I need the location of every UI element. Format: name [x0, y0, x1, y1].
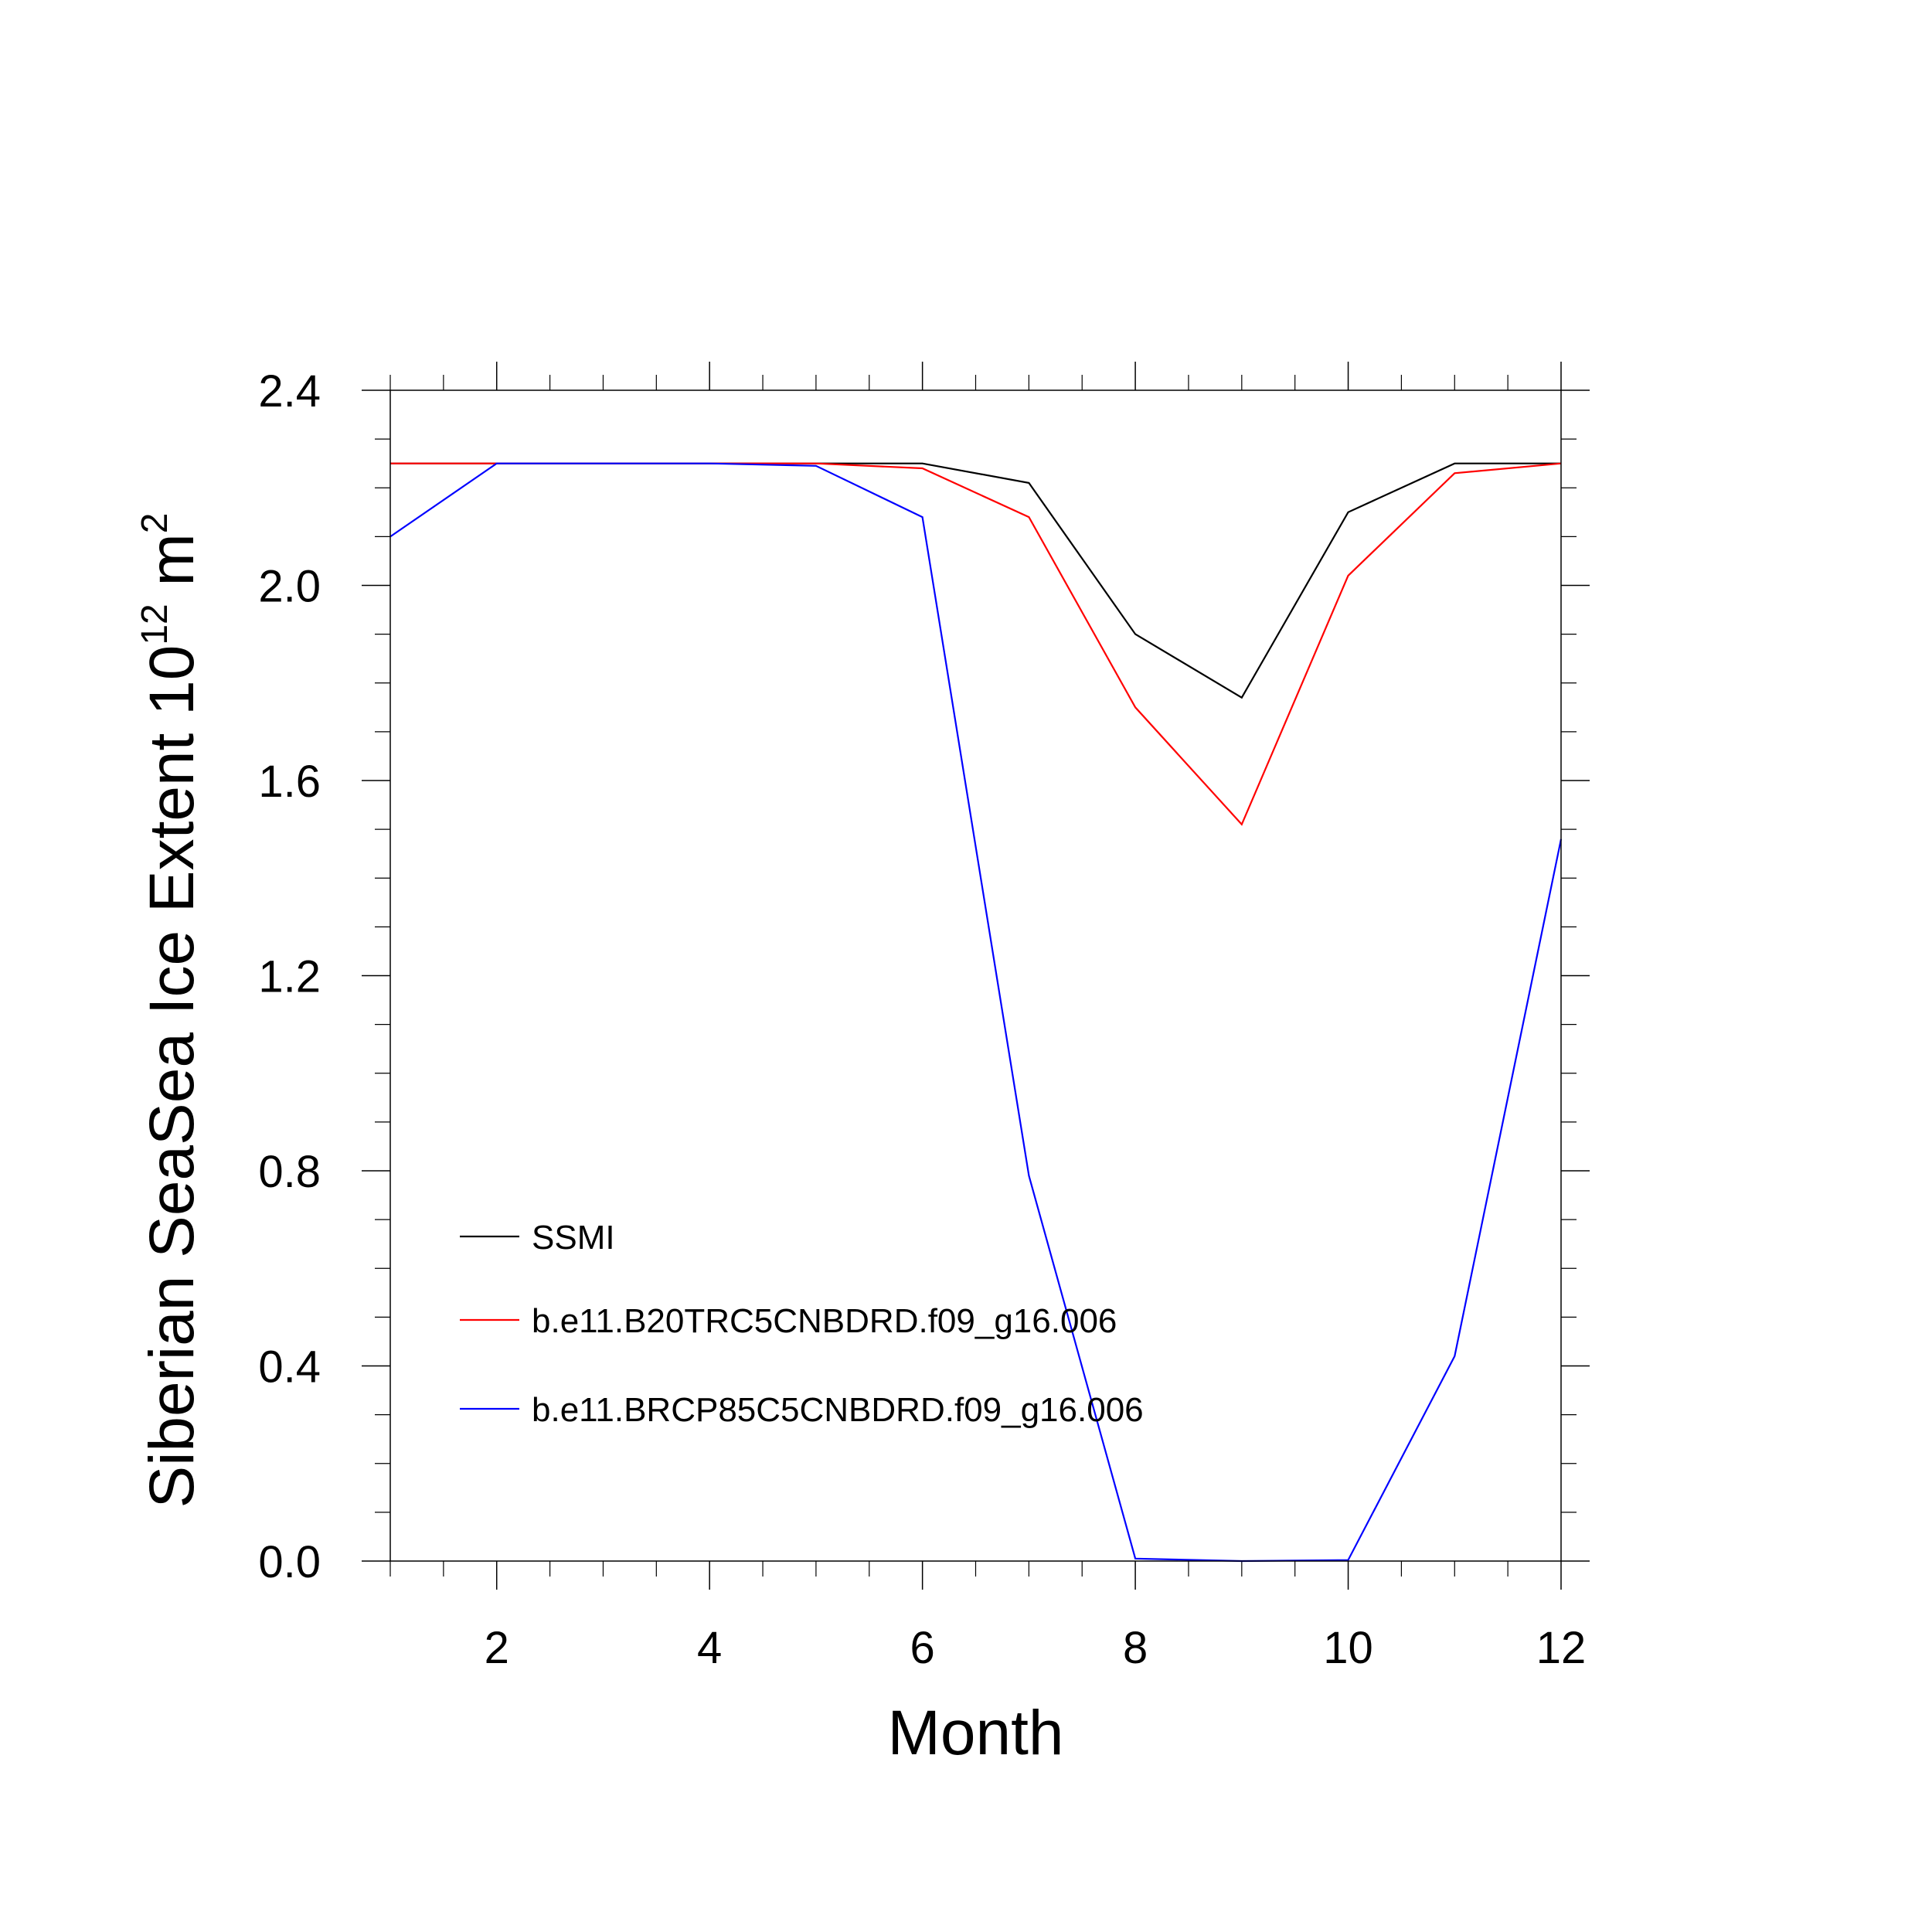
series-line-3 — [389, 462, 1563, 1563]
legend-label-1: SSMI — [532, 1219, 615, 1257]
labels-layer: 2 4 6 8 10 12 0.0 0.4 0.8 1.2 1.6 2.0 2.4 — [258, 366, 1586, 1673]
x-axis-title: Month — [888, 1698, 1064, 1768]
x-tick-label: 6 — [910, 1623, 935, 1673]
x-tick-label: 12 — [1536, 1623, 1587, 1673]
legend-label-2: b.e11.B20TRC5CNBDRD.f09_g16.006 — [532, 1302, 1117, 1340]
y-axis-title-exponent-1: 12 — [134, 604, 175, 645]
plot-frame — [389, 389, 1562, 1562]
x-tick-label: 8 — [1123, 1623, 1148, 1673]
y-tick-label: 1.2 — [258, 952, 321, 1002]
y-tick-label: 1.6 — [258, 757, 321, 807]
y-axis-title-text: Siberian SeaSea Ice Extent 10 — [137, 645, 207, 1509]
x-tick-label: 4 — [697, 1623, 722, 1673]
y-tick-label: 0.0 — [258, 1537, 321, 1587]
series-line-1 — [390, 462, 1561, 699]
series-line-2 — [390, 462, 1562, 826]
y-axis-title-unit: m — [137, 533, 207, 604]
legend: SSMI b.e11.B20TRC5CNBDRD.f09_g16.006 b.e11… — [460, 1219, 1144, 1429]
y-tick-label: 0.4 — [258, 1342, 321, 1393]
x-tick-label: 10 — [1323, 1623, 1373, 1673]
x-tick-label: 2 — [485, 1623, 509, 1673]
y-tick-label: 2.0 — [258, 562, 321, 612]
y-axis-title-exponent-2: 2 — [134, 512, 175, 533]
series-layer — [389, 462, 1563, 1563]
y-axis-title: Siberian SeaSea Ice Extent 1012 m2 — [134, 512, 207, 1508]
y-tick-label: 0.8 — [258, 1147, 321, 1197]
legend-label-3: b.e11.BRCP85C5CNBDRD.f09_g16.006 — [532, 1391, 1144, 1429]
y-tick-label: 2.4 — [258, 366, 321, 417]
ticks-layer — [362, 362, 1590, 1590]
